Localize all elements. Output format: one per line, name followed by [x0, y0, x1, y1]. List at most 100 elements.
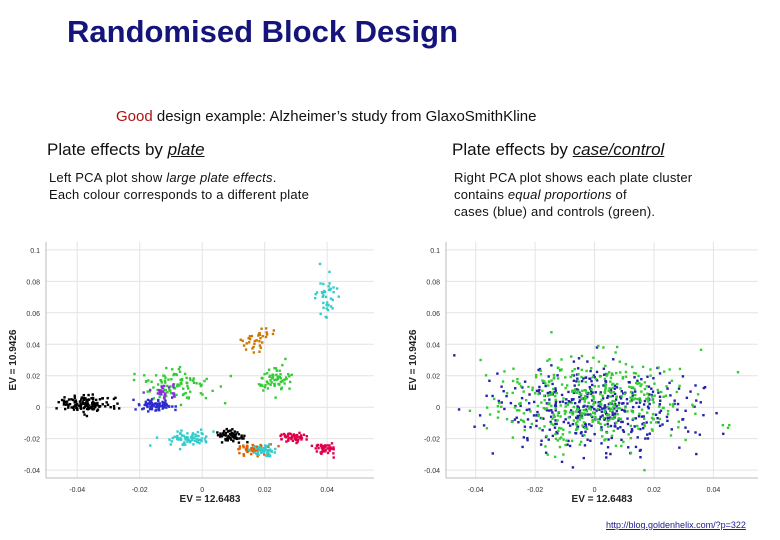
data-point: [67, 406, 70, 409]
x-tick-label: 0.04: [320, 487, 334, 494]
data-point: [646, 411, 649, 414]
data-point: [72, 398, 75, 402]
data-point: [251, 450, 255, 453]
data-point: [516, 378, 519, 381]
data-point: [186, 432, 189, 435]
data-point: [222, 429, 226, 433]
data-point: [608, 387, 611, 390]
data-point: [186, 387, 190, 390]
data-point: [646, 437, 650, 440]
data-point: [535, 414, 539, 417]
data-point: [144, 403, 148, 406]
data-point: [657, 391, 660, 394]
data-point: [572, 398, 575, 401]
data-point: [92, 408, 95, 411]
data-point: [143, 403, 146, 407]
data-point: [671, 405, 675, 408]
data-point: [83, 413, 86, 416]
data-point: [199, 384, 203, 388]
data-point: [163, 379, 167, 382]
data-point: [620, 444, 623, 448]
data-point: [163, 384, 166, 388]
data-point: [645, 421, 648, 424]
data-point: [268, 375, 271, 378]
data-point: [273, 382, 276, 386]
data-point: [641, 365, 645, 369]
data-point: [98, 405, 102, 408]
data-point: [257, 383, 261, 386]
data-point: [619, 387, 622, 390]
data-point: [659, 399, 662, 402]
data-point: [555, 422, 558, 426]
data-point: [694, 384, 697, 387]
data-point: [577, 383, 581, 386]
data-point: [541, 379, 544, 382]
data-point: [569, 409, 573, 412]
data-point: [326, 444, 329, 447]
data-point: [606, 417, 610, 420]
data-point: [629, 424, 633, 428]
data-point: [575, 416, 578, 419]
data-point: [76, 408, 79, 412]
data-point: [279, 434, 282, 438]
data-point: [624, 370, 628, 374]
data-point: [540, 417, 544, 420]
data-point: [580, 397, 584, 400]
right-heading-emph: case/control: [572, 140, 665, 159]
data-point: [676, 408, 679, 411]
data-point: [288, 387, 291, 390]
data-point: [549, 415, 553, 418]
data-point: [163, 395, 166, 399]
data-point: [531, 386, 534, 389]
data-point: [599, 392, 602, 396]
data-point: [329, 287, 332, 290]
data-point: [170, 378, 173, 381]
right-desc-line3: cases (blue) and controls (green).: [454, 204, 656, 219]
data-point: [258, 350, 261, 353]
data-point: [236, 431, 239, 434]
data-point: [597, 344, 600, 348]
data-point: [255, 339, 258, 342]
data-point: [233, 430, 237, 433]
data-point: [195, 382, 198, 385]
data-point: [259, 383, 263, 386]
data-point: [182, 434, 185, 437]
data-point: [576, 406, 580, 409]
source-link[interactable]: http://blog.goldenhelix.com/?p=322: [606, 520, 746, 530]
data-point: [178, 370, 182, 373]
data-point: [172, 373, 175, 377]
data-point: [242, 453, 245, 456]
data-point: [554, 437, 558, 440]
data-point: [561, 433, 565, 436]
data-point: [509, 401, 513, 405]
data-point: [553, 391, 556, 394]
data-point: [165, 406, 168, 409]
data-point: [164, 399, 167, 402]
data-point: [142, 391, 145, 394]
data-point: [248, 335, 252, 338]
data-point: [554, 387, 557, 390]
data-point: [558, 400, 562, 404]
data-point: [468, 409, 472, 413]
data-point: [552, 423, 555, 427]
data-point: [286, 435, 289, 438]
data-point: [658, 417, 662, 421]
data-point: [327, 303, 330, 307]
data-point: [537, 414, 540, 418]
data-point: [227, 436, 231, 439]
data-point: [145, 380, 148, 383]
data-point: [643, 381, 647, 384]
data-point: [149, 444, 152, 447]
data-point: [82, 393, 85, 397]
data-point: [560, 368, 563, 371]
data-point: [511, 436, 515, 439]
data-point: [544, 382, 547, 385]
data-point: [268, 449, 271, 452]
data-point: [224, 431, 228, 435]
data-point: [611, 411, 614, 414]
data-point: [230, 438, 233, 441]
data-point: [88, 406, 92, 410]
data-point: [604, 364, 607, 368]
data-point: [332, 286, 335, 289]
data-point: [647, 396, 650, 399]
